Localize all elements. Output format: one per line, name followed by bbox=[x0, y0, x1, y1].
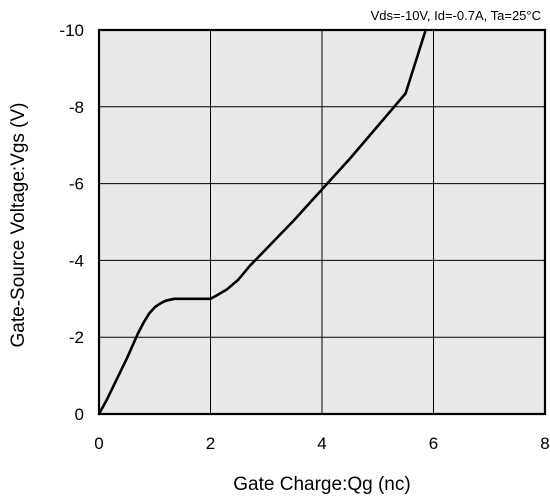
test-conditions: Vds=-10V, Id=-0.7A, Ta=25°C bbox=[371, 8, 541, 23]
series-line-0 bbox=[97, 30, 427, 416]
x-axis-title: Gate Charge:Qg (nc) bbox=[233, 474, 410, 495]
x-tick-labels: 0 2 4 6 8 bbox=[94, 434, 549, 453]
x-tick-label: 6 bbox=[429, 434, 438, 453]
y-tick-label: -4 bbox=[69, 251, 84, 270]
y-tick-label: -10 bbox=[59, 21, 84, 40]
series-layer bbox=[97, 30, 427, 416]
y-tick-label: 0 bbox=[75, 405, 84, 424]
y-axis-title: Gate-Source Voltage:Vgs (V) bbox=[8, 102, 29, 347]
y-tick-label: -2 bbox=[69, 328, 84, 347]
plot-frame bbox=[97, 28, 547, 416]
x-tick-label: 2 bbox=[206, 434, 215, 453]
y-tick-label: -8 bbox=[69, 98, 84, 117]
y-tick-label: -6 bbox=[69, 175, 84, 194]
x-tick-label: 8 bbox=[540, 434, 549, 453]
grid-lines bbox=[99, 30, 545, 414]
x-tick-label: 4 bbox=[317, 434, 326, 453]
y-tick-labels: 0 -2 -4 -6 -8 -10 bbox=[59, 21, 84, 424]
x-tick-label: 0 bbox=[94, 434, 103, 453]
